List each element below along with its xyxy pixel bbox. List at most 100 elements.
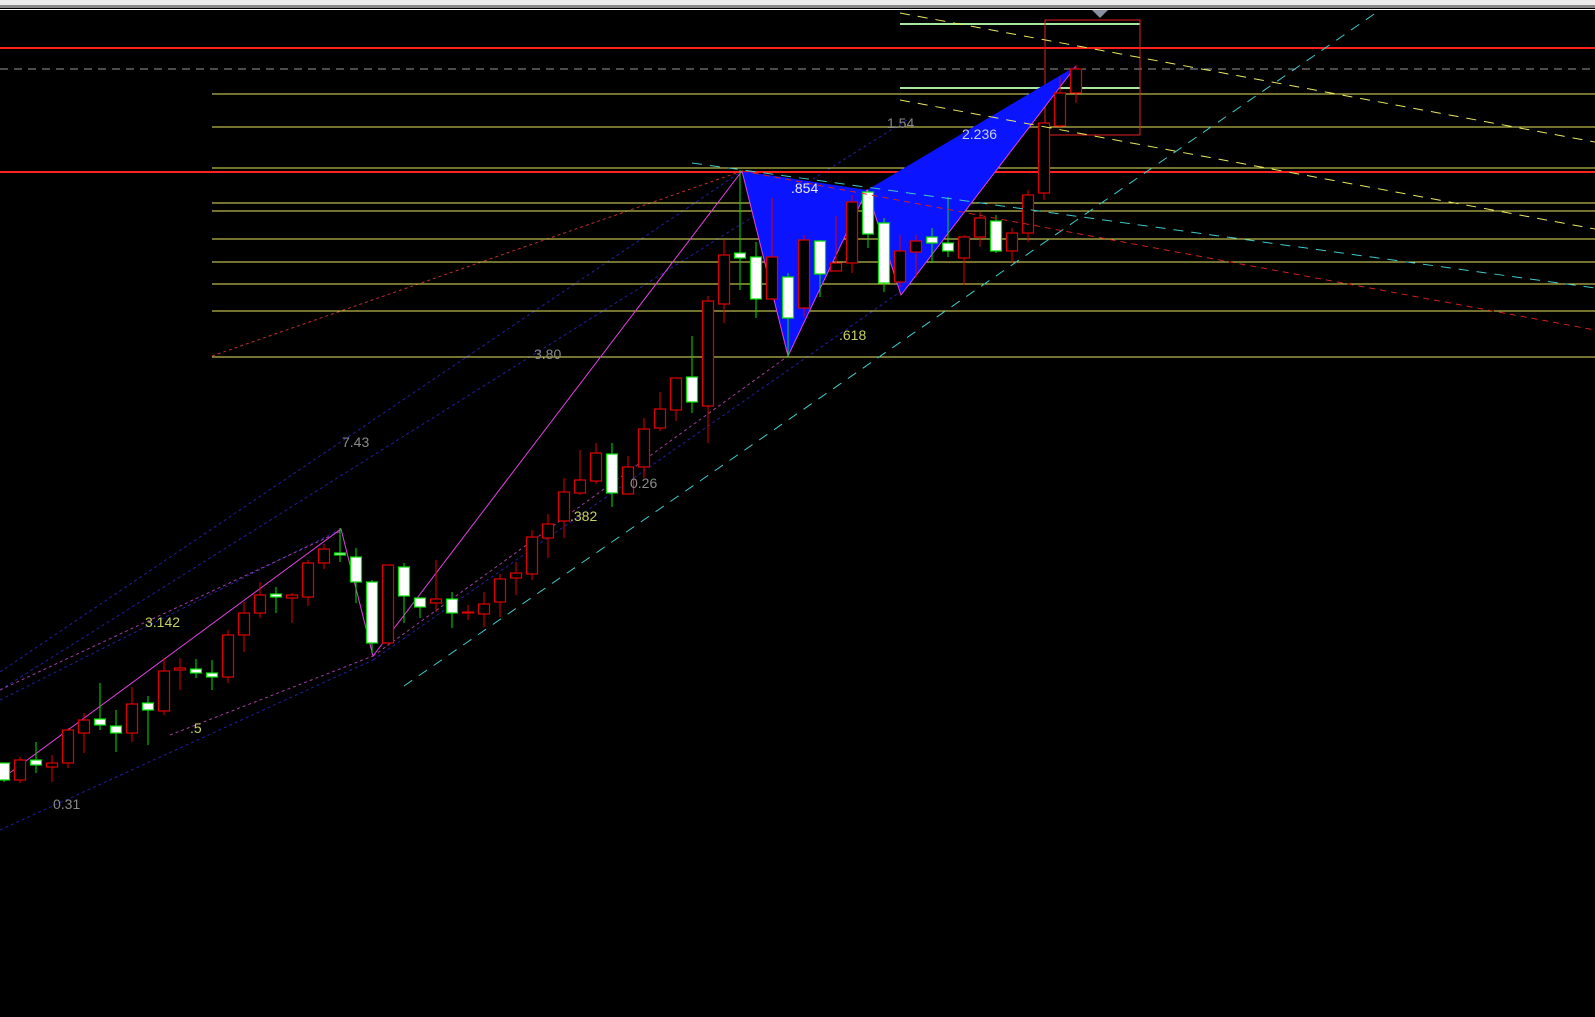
candle-body (365, 581, 379, 644)
candle-body (813, 240, 827, 275)
fan-line (0, 170, 743, 673)
candle-body (909, 240, 923, 253)
fan-line-magenta (0, 530, 342, 691)
fan-line (0, 659, 374, 831)
candle-body (1053, 92, 1067, 127)
candle-body (221, 634, 235, 678)
candle-body (269, 593, 283, 598)
fib-label-7-43: 7.43 (342, 434, 369, 450)
candle-body (381, 564, 395, 644)
candle-body (829, 262, 843, 272)
candle-body (973, 217, 987, 238)
candle-body (317, 548, 331, 564)
fibonacci-labels: 1.54 2.236 .854 .618 3.80 7.43 0.26 .382… (53, 115, 997, 812)
candle-body (685, 376, 699, 403)
candle-body (637, 428, 651, 468)
candle-body (509, 572, 523, 579)
candle-body (669, 377, 683, 411)
candle-body (877, 222, 891, 284)
candle-body (445, 598, 459, 614)
fan-line-magenta (169, 655, 374, 736)
candle-body (797, 239, 811, 309)
candle-body (525, 536, 539, 575)
candle-body (765, 256, 779, 300)
candle-body (333, 552, 347, 556)
candle-body (493, 578, 507, 603)
trend-channels (403, 10, 1595, 687)
candle-body (0, 762, 11, 781)
trend-line-red (741, 170, 1595, 331)
candle-body (61, 729, 75, 764)
current-bar-marker-icon[interactable] (1092, 10, 1108, 18)
fib-label-0-31: 0.31 (53, 796, 80, 812)
candle-body (941, 242, 955, 252)
candle-body (605, 453, 619, 494)
candle-body (1069, 68, 1083, 94)
candle-body (1037, 122, 1051, 194)
candle-body (413, 597, 427, 608)
price-chart[interactable]: 1.54 2.236 .854 .618 3.80 7.43 0.26 .382… (0, 10, 1595, 1017)
chart-top-border (0, 9, 1595, 10)
window-title-bar (0, 0, 1595, 5)
candle-body (957, 236, 971, 259)
window-border (0, 5, 1595, 8)
candle-body (237, 612, 251, 636)
candle-body (749, 256, 763, 300)
channel-upper-line (691, 162, 1595, 289)
fib-label-2-236: 2.236 (962, 126, 997, 142)
candle-body (573, 479, 587, 494)
candle-body (45, 762, 59, 768)
candle-body (861, 191, 875, 235)
candle-body (349, 556, 363, 583)
candle-body (733, 252, 747, 259)
candle-body (717, 254, 731, 305)
candle-body (125, 703, 139, 734)
candle-body (253, 594, 267, 614)
candle-body (989, 220, 1003, 252)
candle-body (1005, 232, 1019, 252)
fan-line (372, 291, 901, 661)
candle-body (109, 725, 123, 734)
fib-label-3-80: 3.80 (534, 346, 561, 362)
candlesticks (0, 65, 1083, 783)
candle-body (141, 702, 155, 711)
candle-body (653, 408, 667, 429)
fib-label-854: .854 (791, 180, 818, 196)
pattern-triangle-bcd (867, 66, 1076, 295)
candle-body (285, 594, 299, 599)
fan-line-magenta (372, 355, 789, 657)
candle-body (893, 250, 907, 283)
candle-body (301, 562, 315, 598)
trend-line-yellow (899, 12, 1595, 143)
fib-label-618: .618 (839, 327, 866, 343)
candle-body (173, 667, 187, 671)
candle-body (93, 718, 107, 726)
fib-label-382: .382 (570, 508, 597, 524)
candle-body (77, 719, 91, 734)
candle-body (29, 759, 43, 766)
candle-body (205, 672, 219, 678)
candle-body (397, 566, 411, 597)
fib-label-1-54: 1.54 (887, 115, 914, 131)
candle-body (13, 759, 27, 781)
candle-body (781, 276, 795, 319)
candle-body (1021, 194, 1035, 234)
candle-body (557, 491, 571, 522)
candle-body (621, 466, 635, 495)
candle-body (157, 670, 171, 712)
target-zone-box (1044, 19, 1141, 136)
candle-body (701, 300, 715, 407)
candle-body (477, 603, 491, 615)
fan-line-red (211, 170, 743, 357)
candle-body (461, 611, 475, 614)
fib-label-0-26: 0.26 (630, 475, 657, 491)
candle-body (589, 452, 603, 482)
candle-body (845, 201, 859, 264)
candle-body (925, 236, 939, 244)
trend-line-yellow (899, 99, 1595, 230)
candle-body (189, 668, 203, 674)
candle-body (429, 598, 443, 604)
fib-label-5: .5 (190, 720, 202, 736)
fib-label-3-142: 3.142 (145, 614, 180, 630)
candle-body (541, 523, 555, 539)
